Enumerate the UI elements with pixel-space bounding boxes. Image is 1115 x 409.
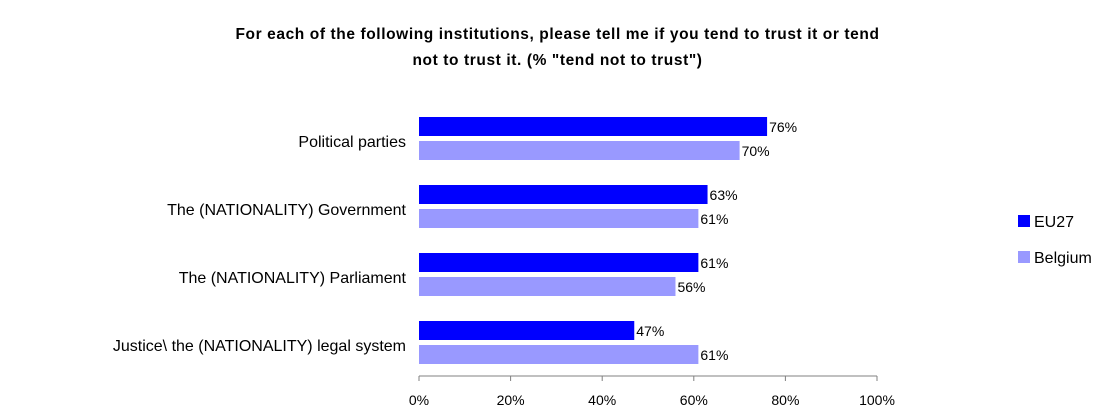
category-label: Political parties	[298, 134, 406, 151]
data-label: 61%	[700, 347, 728, 363]
legend-label-eu27: EU27	[1034, 214, 1074, 231]
data-label: 47%	[636, 323, 664, 339]
chart-title-line-2: not to trust it. (% "tend not to trust")	[412, 52, 703, 69]
bar-eu27	[419, 185, 708, 204]
data-label: 61%	[700, 255, 728, 271]
bar-eu27	[419, 253, 699, 272]
bar-belgium	[419, 277, 676, 296]
x-tick-label: 100%	[859, 392, 895, 408]
legend-swatch-eu27	[1018, 215, 1030, 227]
category-label: The (NATIONALITY) Government	[167, 202, 406, 219]
chart-title: For each of the following institutions, …	[0, 22, 1115, 74]
legend-label-belgium: Belgium	[1034, 250, 1092, 267]
bar-belgium	[419, 141, 740, 160]
chart-title-line-1: For each of the following institutions, …	[235, 26, 880, 43]
data-label: 61%	[700, 211, 728, 227]
bar-belgium	[419, 345, 699, 364]
legend-swatch-belgium	[1018, 251, 1030, 263]
bar-eu27	[419, 117, 768, 136]
data-label: 63%	[710, 187, 738, 203]
bar-belgium	[419, 209, 699, 228]
data-label: 76%	[769, 119, 797, 135]
bar-eu27	[419, 321, 635, 340]
category-label: The (NATIONALITY) Parliament	[179, 270, 407, 287]
x-tick-label: 0%	[409, 392, 429, 408]
x-tick-label: 60%	[680, 392, 708, 408]
data-label: 70%	[742, 143, 770, 159]
data-label: 56%	[677, 279, 705, 295]
x-tick-label: 20%	[497, 392, 525, 408]
category-label: Justice\ the (NATIONALITY) legal system	[113, 338, 406, 355]
x-tick-label: 40%	[588, 392, 616, 408]
x-tick-label: 80%	[771, 392, 799, 408]
